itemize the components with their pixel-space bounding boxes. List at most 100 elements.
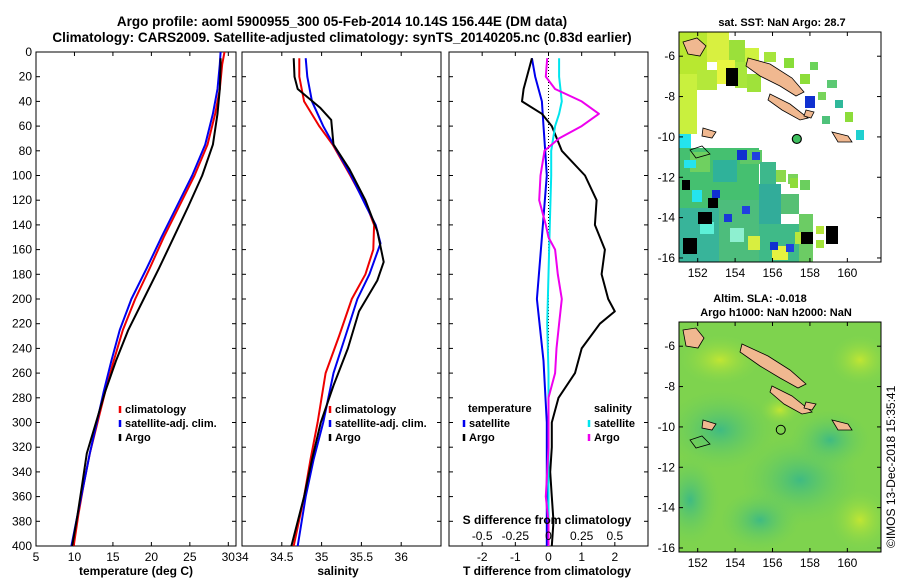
temperature-legend: climatology satellite-adj. clim. Argo	[118, 404, 217, 444]
salinity-difference-ticks: -0.5 -0.25 0 0.25 0.5	[472, 529, 624, 543]
x-tick-label: 34.5	[270, 550, 294, 564]
sst-data-cells	[679, 32, 864, 262]
map-y-tick-label: -10	[658, 420, 676, 434]
map-y-tick-label: -12	[658, 170, 676, 184]
map-y-tick-label: -6	[664, 49, 675, 63]
difference-xlabel-top: S difference from climatology	[463, 513, 632, 527]
y-tick-label: 200	[12, 292, 32, 306]
x-tick-label: 34	[235, 550, 249, 564]
series-line	[290, 58, 385, 547]
x-tick-label: 35.5	[350, 550, 374, 564]
temperature-series	[70, 51, 226, 547]
legend-climatology: climatology	[335, 404, 397, 416]
legend-satellite: satellite-adj. clim.	[125, 418, 217, 430]
map-y-tick-label: -6	[664, 339, 675, 353]
title-line-2: Climatology: CARS2009. Satellite-adjuste…	[52, 30, 631, 45]
difference-legend: temperature satellite Argo salinity sate…	[462, 403, 635, 444]
legend-temperature-heading: temperature	[468, 403, 532, 415]
temperature-axis-ticks: 0 20 40 60 80 100 120 140 160 180 200 220 240 260 280 3…	[12, 45, 236, 564]
map-y-tick-label: -12	[658, 460, 676, 474]
sla-map-title-2: Argo h1000: NaN h2000: NaN	[700, 307, 852, 319]
x-tick-label: 5	[33, 550, 40, 564]
argo-location-marker	[775, 424, 786, 435]
map-x-tick-label: 160	[837, 266, 857, 280]
y-tick-label: 220	[12, 317, 32, 331]
y-tick-label: 160	[12, 243, 32, 257]
s-tick-label: 0	[545, 529, 552, 543]
temperature-xlabel: temperature (deg C)	[79, 564, 193, 578]
legend-argo: Argo	[125, 432, 151, 444]
y-tick-label: 120	[12, 193, 32, 207]
salinity-series	[290, 58, 385, 547]
x-tick-label: 25	[183, 550, 197, 564]
legend-satellite: satellite-adj. clim.	[335, 418, 427, 430]
map-x-tick-label: 152	[688, 556, 708, 570]
legend-argo: Argo	[335, 432, 361, 444]
y-tick-label: 340	[12, 465, 32, 479]
x-tick-label: 2	[611, 550, 618, 564]
x-tick-label: 36	[395, 550, 409, 564]
series-line	[538, 58, 600, 546]
legend-salinity-heading: salinity	[594, 403, 633, 415]
series-line	[292, 58, 376, 547]
map-y-tick-label: -10	[658, 130, 676, 144]
y-tick-label: 320	[12, 440, 32, 454]
y-tick-label: 140	[12, 218, 32, 232]
y-tick-label: 380	[12, 514, 32, 528]
argo-location-marker	[791, 133, 802, 145]
map-x-tick-label: 154	[725, 556, 745, 570]
salinity-axis-ticks: 34 34.5 35 35.5 36	[235, 51, 441, 564]
x-tick-label: 15	[106, 550, 120, 564]
difference-axis-ticks: -2 -1 0 1 2	[449, 51, 648, 564]
sla-map-title-1: Altim. SLA: -0.018	[713, 293, 807, 305]
x-tick-label: 20	[145, 550, 159, 564]
sla-shading	[679, 335, 881, 550]
map-x-tick-label: 156	[763, 556, 783, 570]
y-tick-label: 20	[19, 70, 33, 84]
series-line	[530, 58, 548, 546]
y-tick-label: 400	[12, 539, 32, 553]
map-y-tick-label: -8	[664, 90, 675, 104]
x-tick-label: 10	[68, 550, 82, 564]
map-y-tick-label: -16	[658, 251, 676, 265]
series-line	[521, 57, 616, 547]
y-tick-label: 260	[12, 366, 32, 380]
map-x-tick-label: 156	[763, 266, 783, 280]
difference-xlabel: T difference from climatology	[463, 564, 631, 578]
sst-map-title: sat. SST: NaN Argo: 28.7	[718, 17, 845, 29]
legend-s-satellite: satellite	[594, 418, 635, 430]
map-y-tick-label: -16	[658, 541, 676, 555]
x-tick-label: 1	[578, 550, 585, 564]
map-x-tick-label: 152	[688, 266, 708, 280]
map-y-tick-label: -14	[658, 501, 676, 515]
sst-land	[682, 37, 853, 159]
legend-climatology: climatology	[125, 404, 187, 416]
map-x-tick-label: 158	[800, 556, 820, 570]
map-x-tick-label: 160	[837, 556, 857, 570]
legend-t-argo: Argo	[469, 432, 495, 444]
y-tick-label: 0	[25, 45, 32, 59]
legend-t-satellite: satellite	[469, 418, 510, 430]
s-tick-label: -0.5	[472, 529, 493, 543]
salinity-panel	[241, 51, 442, 547]
y-tick-label: 240	[12, 341, 32, 355]
y-tick-label: 300	[12, 416, 32, 430]
x-tick-label: -1	[510, 550, 521, 564]
series-line	[70, 51, 222, 547]
y-tick-label: 80	[19, 144, 33, 158]
x-tick-label: -2	[477, 550, 488, 564]
sla-land	[682, 327, 853, 449]
title-line-1: Argo profile: aoml 5900955_300 05-Feb-20…	[117, 14, 567, 29]
y-tick-label: 180	[12, 267, 32, 281]
sla-map-frame	[678, 321, 882, 553]
sst-map-frame	[678, 31, 882, 263]
y-tick-label: 60	[19, 119, 33, 133]
series-line	[71, 58, 222, 547]
x-tick-label: 35	[315, 550, 329, 564]
x-tick-label: 30	[222, 550, 236, 564]
y-tick-label: 40	[19, 94, 33, 108]
salinity-legend: climatology satellite-adj. clim. Argo	[328, 404, 427, 444]
s-tick-label: 0.5	[606, 529, 623, 543]
s-tick-label: 0.25	[570, 529, 594, 543]
map-y-tick-label: -14	[658, 211, 676, 225]
